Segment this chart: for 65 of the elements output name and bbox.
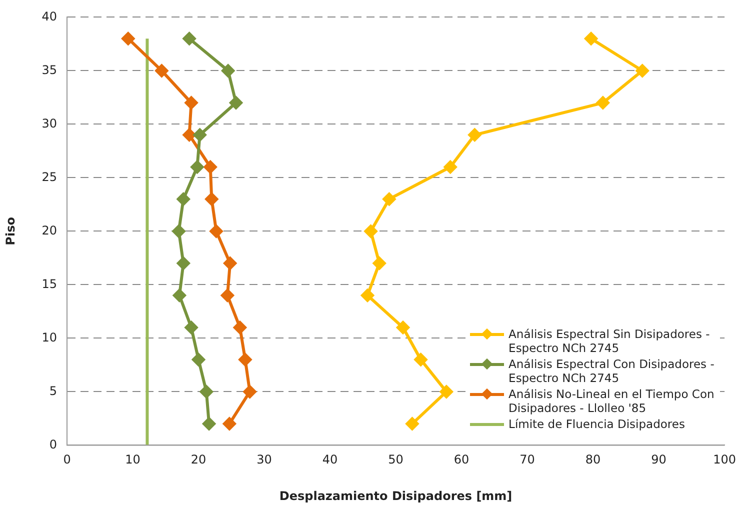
x-tick-label: 80 — [585, 452, 601, 467]
point — [444, 160, 457, 174]
point — [192, 353, 206, 366]
point — [372, 256, 386, 270]
x-tick-label: 30 — [256, 452, 272, 467]
legend-label: Análisis Espectral Sin Disipadores - Espectro NCh 2745 — [508, 327, 711, 356]
legend-label: Análisis Espectral Con Disipadores - Espectro NCh 2745 — [508, 357, 716, 386]
point — [596, 96, 610, 110]
y-axis-title: Piso — [3, 217, 18, 246]
point — [440, 385, 453, 398]
point — [200, 385, 213, 398]
y-tick-label: 5 — [49, 384, 57, 398]
point — [222, 64, 235, 78]
point — [468, 128, 482, 142]
point — [229, 96, 242, 110]
point — [193, 128, 206, 142]
point — [155, 64, 168, 78]
point — [190, 160, 204, 174]
point — [204, 160, 217, 174]
point — [224, 256, 237, 270]
point — [396, 321, 410, 334]
y-tick-label: 10 — [42, 330, 57, 344]
point — [414, 353, 428, 366]
point — [184, 321, 198, 334]
point — [176, 256, 190, 270]
x-tick-label: 60 — [454, 452, 470, 467]
point — [222, 417, 236, 430]
point — [382, 192, 396, 206]
x-tick-label: 40 — [322, 452, 338, 467]
point — [122, 32, 135, 46]
point — [364, 224, 378, 238]
point — [210, 224, 223, 238]
x-tick-label: 20 — [190, 452, 206, 467]
legend-label: Análisis No-Lineal en el Tiempo Con Disipadores - Llolleo '85 — [508, 387, 716, 416]
x-tick-label: 0 — [63, 452, 71, 467]
point — [636, 64, 649, 78]
point — [233, 321, 246, 334]
x-tick-label: 100 — [713, 452, 736, 467]
point — [205, 192, 218, 206]
legend-label: Límite de Fluencia Disipadores — [508, 417, 685, 432]
point — [202, 417, 216, 430]
x-tick-label: 50 — [388, 452, 404, 467]
point — [176, 192, 190, 206]
point — [182, 128, 196, 142]
y-tick-label: 40 — [42, 9, 57, 24]
x-axis-title: Desplazamiento Disipadores [mm] — [279, 488, 512, 503]
point — [184, 96, 198, 110]
point — [172, 224, 186, 238]
y-tick-label: 25 — [42, 170, 57, 184]
point — [406, 417, 419, 430]
point — [243, 385, 256, 398]
y-tick-label: 35 — [42, 62, 57, 77]
x-tick-label: 90 — [651, 452, 666, 467]
point — [220, 288, 234, 302]
x-tick-label: 70 — [520, 452, 535, 467]
x-tick-label: 10 — [125, 452, 140, 467]
y-tick-label: 15 — [42, 276, 57, 291]
y-tick-label: 20 — [42, 223, 57, 238]
point — [584, 32, 598, 46]
point — [361, 288, 374, 302]
point — [238, 353, 252, 366]
y-tick-label: 0 — [49, 437, 57, 452]
point — [172, 288, 186, 302]
point — [182, 32, 196, 46]
y-tick-label: 30 — [42, 116, 57, 130]
